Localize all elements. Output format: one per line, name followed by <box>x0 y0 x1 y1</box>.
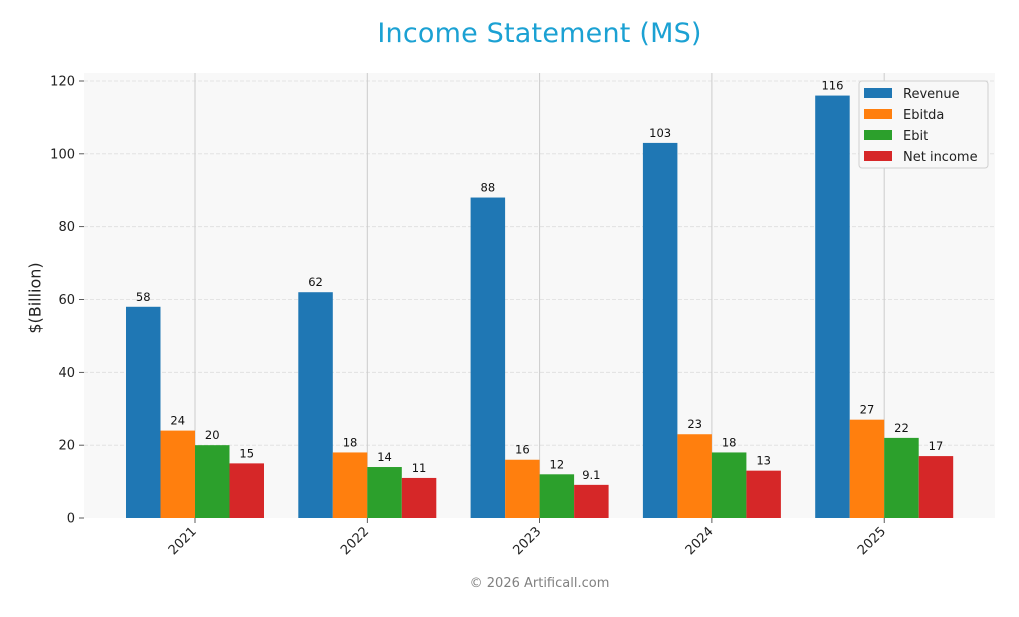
y-axis: 0 20 40 60 80 100 120 <box>50 75 84 527</box>
bar-value-label: 17 <box>929 439 944 453</box>
bar-value-label: 27 <box>860 403 875 417</box>
bar-value-label: 58 <box>136 290 151 304</box>
bar-ebitda <box>849 419 885 518</box>
bar-revenue <box>298 292 333 518</box>
bar-ebit <box>884 437 919 518</box>
legend-swatch <box>864 109 892 119</box>
bar-revenue <box>126 306 161 518</box>
legend-swatch <box>864 130 892 140</box>
bar-value-label: 24 <box>170 414 185 428</box>
bar-value-label: 16 <box>515 443 530 457</box>
bar-value-label: 18 <box>722 435 737 449</box>
bar-ebitda <box>677 434 712 518</box>
y-tick-label: 40 <box>58 366 75 381</box>
y-tick-label: 80 <box>58 220 75 235</box>
bar-ebit <box>539 474 575 518</box>
bar-net-income <box>746 470 781 518</box>
bar-net-income <box>401 477 437 518</box>
bar-ebit <box>195 445 230 518</box>
bar-ebitda <box>160 430 195 518</box>
y-tick-label: 20 <box>58 439 75 454</box>
legend: Revenue Ebitda Ebit Net income <box>858 80 989 169</box>
copyright-footer: © 2026 Artificall.com <box>469 576 610 591</box>
bar-value-label: 13 <box>756 454 771 468</box>
bar-value-label: 15 <box>239 446 254 460</box>
legend-label: Net income <box>903 150 978 165</box>
bar-value-label: 20 <box>205 428 220 442</box>
bar-value-label: 88 <box>481 181 496 195</box>
legend-label: Revenue <box>903 87 960 102</box>
bar-value-label: 9.1 <box>582 468 600 482</box>
bars <box>126 95 954 519</box>
bar-ebitda <box>505 459 540 518</box>
bar-net-income <box>574 484 609 518</box>
x-tick-label: 2024 <box>683 524 717 558</box>
y-tick-label: 0 <box>67 512 75 527</box>
bar-value-label: 116 <box>821 79 843 93</box>
legend-label: Ebit <box>903 129 928 144</box>
bar-value-label: 103 <box>649 126 671 140</box>
legend-label: Ebitda <box>903 108 944 123</box>
bar-revenue <box>815 95 850 519</box>
bar-value-label: 62 <box>308 275 323 289</box>
x-tick-label: 2025 <box>855 524 889 558</box>
bar-value-label: 22 <box>894 421 909 435</box>
bar-revenue <box>470 197 506 519</box>
chart-title: Income Statement (MS) <box>377 18 702 49</box>
bar-ebit <box>367 467 402 518</box>
x-tick-label: 2022 <box>338 524 372 558</box>
bar-value-labels: 58 24 20 15 62 18 14 11 88 16 12 9.1 103 23 18 13 116 27 2… <box>136 79 943 482</box>
x-tick-label: 2021 <box>166 524 200 558</box>
legend-swatch <box>864 88 892 98</box>
bar-value-label: 23 <box>687 417 702 431</box>
bar-net-income <box>918 456 954 518</box>
legend-swatch <box>864 151 892 161</box>
bar-value-label: 12 <box>550 457 565 471</box>
legend-box <box>858 80 989 169</box>
x-tick-label: 2023 <box>510 524 544 558</box>
bar-net-income <box>229 463 264 518</box>
bar-ebitda <box>332 452 368 518</box>
bar-value-label: 11 <box>412 461 427 475</box>
bar-ebit <box>711 452 747 518</box>
x-axis: 2021 2022 2023 2024 2025 <box>166 518 889 558</box>
y-tick-label: 60 <box>58 293 75 308</box>
bar-value-label: 14 <box>377 450 392 464</box>
y-tick-label: 100 <box>50 147 75 162</box>
bar-revenue <box>642 142 678 519</box>
y-tick-label: 120 <box>50 75 75 90</box>
bar-value-label: 18 <box>343 435 358 449</box>
